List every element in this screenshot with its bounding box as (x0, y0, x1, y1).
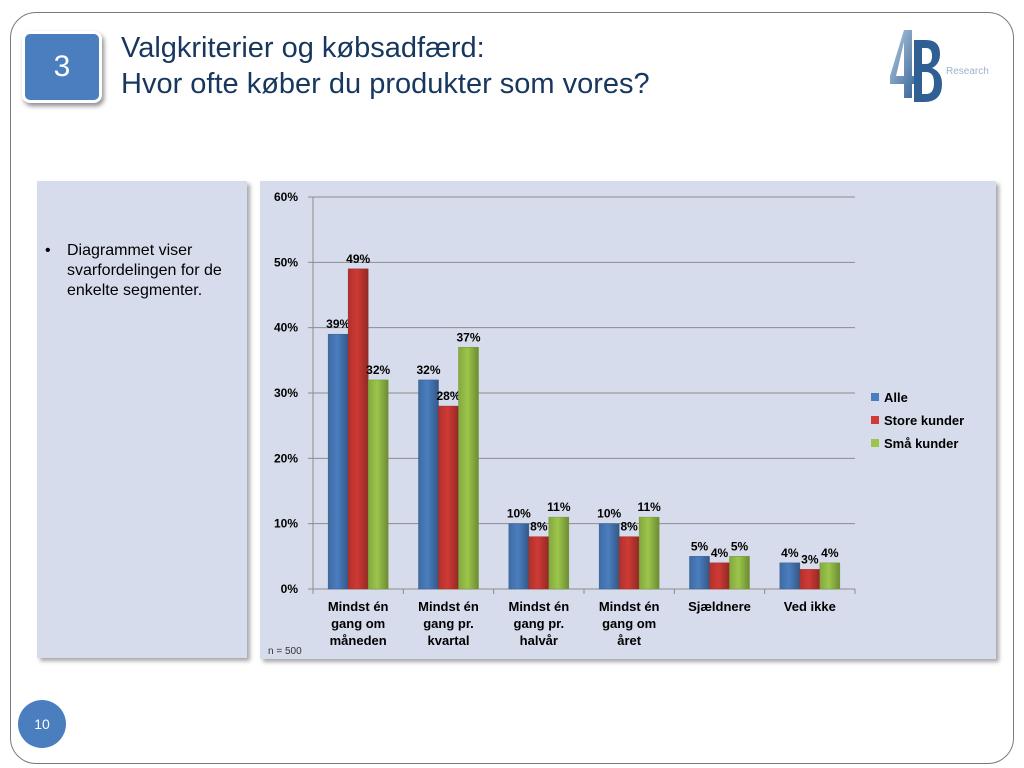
bar-sm-kunder (819, 562, 841, 590)
x-category-label: Mindst én (599, 599, 660, 614)
y-tick-label: 50% (274, 255, 298, 269)
data-label: 5% (691, 539, 709, 553)
bar-chart: 0% 10% 20% 30% 40% 50% 60% 39% 49% 32% Mindst én ga… (268, 190, 964, 657)
section-number-badge: 3 (22, 31, 102, 103)
x-category-label: Mindst én (328, 599, 389, 614)
data-label: 8% (620, 520, 638, 534)
logo-text: Research (946, 66, 989, 77)
x-category-label: halvår (520, 633, 558, 648)
bar-store-kunder (438, 405, 459, 590)
data-label: 10% (507, 507, 531, 521)
bullet-list: • Diagrammet viser svarfordelingen for d… (45, 241, 241, 301)
bar-store-kunder (709, 562, 730, 590)
slide-title: Valgkriterier og købsadfærd: Hvor ofte k… (121, 30, 650, 102)
data-label: 4% (821, 546, 839, 560)
title-line-1: Valgkriterier og købsadfærd: (121, 32, 485, 64)
data-label: 39% (326, 317, 350, 331)
x-category-label: Mindst én (418, 599, 479, 614)
x-category-label: gang om (331, 616, 385, 631)
bar-alle (598, 523, 620, 590)
data-label: 32% (366, 363, 390, 377)
x-category-label: kvartal (428, 633, 470, 648)
data-label: 28% (436, 389, 460, 403)
bar-sm-kunder (638, 516, 660, 590)
data-label: 3% (801, 552, 819, 566)
bar-alle (689, 556, 710, 590)
bar-store-kunder (528, 536, 550, 590)
data-label: 10% (597, 507, 621, 521)
bar-alle (327, 333, 349, 590)
bar-store-kunder (347, 268, 369, 590)
x-category-label: året (617, 633, 642, 648)
x-category-label: gang pr. (423, 616, 474, 631)
title-line-2: Hvor ofte køber du produkter som vores? (121, 68, 650, 100)
slide-frame (10, 12, 1014, 764)
y-tick-label: 10% (274, 517, 298, 531)
logo-4b-mark (890, 30, 942, 102)
legend-swatch (871, 416, 879, 424)
legend-swatch (871, 393, 879, 401)
x-category-label: Mindst én (508, 599, 569, 614)
data-label: 4% (781, 546, 799, 560)
company-logo: Research (888, 28, 1000, 112)
legend-label: Små kunder (884, 436, 958, 451)
bar-alle (779, 562, 801, 590)
sample-size-note: n = 500 (268, 646, 302, 657)
text-panel: • Diagrammet viser svarfordelingen for d… (37, 181, 247, 658)
data-label: 37% (456, 330, 480, 344)
x-category-label: Sjældnere (688, 599, 751, 614)
data-label: 32% (416, 363, 440, 377)
bar-store-kunder (618, 536, 640, 590)
data-label: 11% (637, 500, 661, 514)
bar-sm-kunder (729, 556, 750, 590)
data-label: 4% (711, 546, 729, 560)
bullet-dot-icon: • (45, 242, 51, 259)
bullet-item: • Diagrammet viser svarfordelingen for d… (45, 241, 241, 301)
bar-sm-kunder (548, 516, 570, 590)
bar-sm-kunder (458, 347, 479, 590)
chart-panel: 0% 10% 20% 30% 40% 50% 60% 39% 49% 32% Mindst én ga… (260, 181, 996, 659)
y-tick-label: 40% (274, 321, 298, 335)
bar-alle (508, 523, 530, 590)
y-tick-label: 30% (274, 386, 298, 400)
y-tick-label: 60% (274, 190, 298, 204)
y-tick-label: 20% (274, 451, 298, 465)
bar-store-kunder (799, 569, 821, 590)
legend-swatch (871, 439, 879, 447)
data-label: 5% (731, 539, 749, 553)
bar-alle (418, 379, 439, 590)
x-category-label: måneden (330, 633, 387, 648)
bullet-text: Diagrammet viser svarfordelingen for de … (67, 242, 222, 299)
data-label: 8% (530, 520, 548, 534)
data-label: 49% (346, 252, 370, 266)
data-label: 11% (547, 500, 571, 514)
page-number-badge: 10 (18, 700, 66, 748)
legend-label: Store kunder (884, 413, 964, 428)
x-category-label: gang pr. (514, 616, 565, 631)
x-category-label: Ved ikke (784, 599, 836, 614)
x-category-label: gang om (602, 616, 656, 631)
legend-label: Alle (884, 390, 908, 405)
bar-sm-kunder (367, 379, 389, 590)
y-tick-label: 0% (281, 582, 299, 596)
